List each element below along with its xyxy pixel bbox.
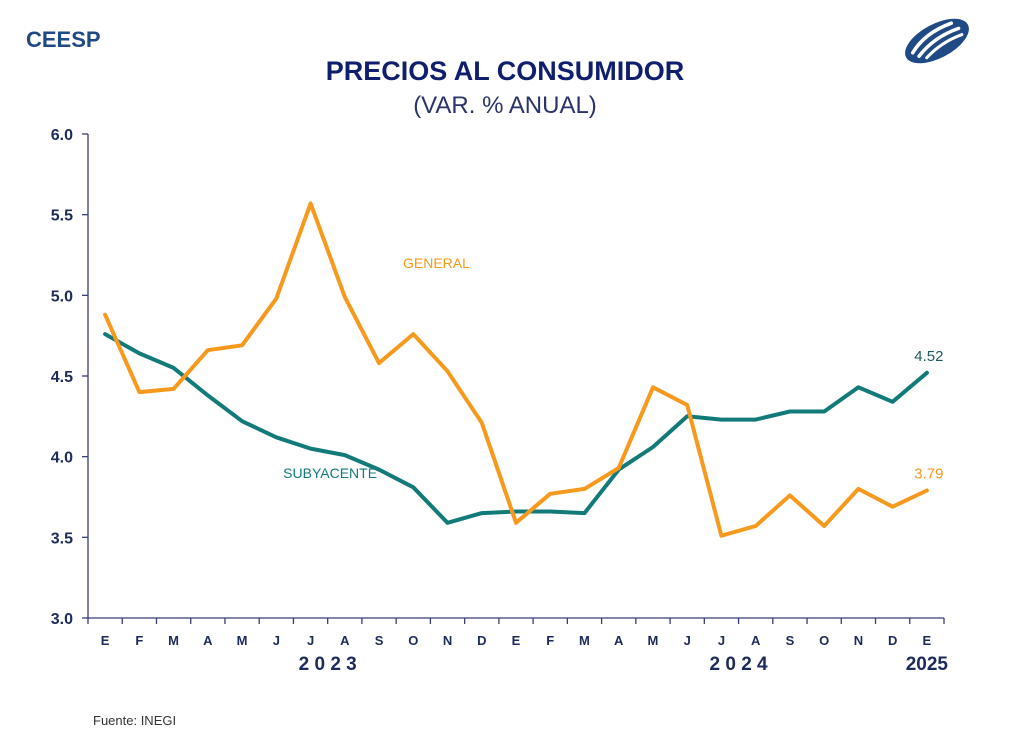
chart-subtitle: (VAR. % ANUAL) — [413, 92, 597, 119]
x-tick-label: E — [512, 633, 521, 648]
year-label: 2 0 2 3 — [299, 654, 357, 675]
ceesp-logo-icon — [905, 18, 969, 64]
x-tick-label: M — [168, 633, 179, 648]
x-tick-label: A — [751, 633, 761, 648]
x-tick-label: J — [684, 633, 691, 648]
x-tick-label: N — [854, 633, 863, 648]
x-tick-label: J — [273, 633, 280, 648]
x-tick-label: E — [923, 633, 932, 648]
x-tick-label: M — [579, 633, 590, 648]
x-tick-label: A — [614, 633, 624, 648]
y-tick-label: 6.0 — [51, 127, 73, 144]
x-tick-label: J — [718, 633, 725, 648]
end-value-label-subyacente: 4.52 — [914, 348, 943, 365]
y-tick-label: 4.0 — [51, 450, 73, 467]
x-tick-label: F — [546, 633, 554, 648]
year-label: 2025 — [906, 654, 949, 675]
year-label: 2 0 2 4 — [710, 654, 769, 675]
series-label-subyacente: SUBYACENTE — [283, 465, 377, 481]
end-value-label-general: 3.79 — [914, 466, 943, 483]
chart-title: PRECIOS AL CONSUMIDOR — [325, 56, 685, 86]
x-tick-label: O — [819, 633, 829, 648]
x-tick-label: N — [443, 633, 452, 648]
series-line-subyacente — [103, 332, 929, 525]
y-tick-label: 3.5 — [51, 530, 73, 547]
x-tick-label: D — [477, 633, 486, 648]
x-tick-label: E — [101, 633, 110, 648]
source-note: Fuente: INEGI — [93, 713, 177, 728]
x-tick-label: D — [888, 633, 897, 648]
series-label-general: GENERAL — [403, 255, 470, 271]
y-tick-label: 5.5 — [51, 208, 73, 225]
x-tick-label: A — [203, 633, 213, 648]
series-line-general — [103, 201, 929, 538]
ceesp-brand: CEESP — [26, 27, 101, 52]
y-tick-label: 4.5 — [51, 369, 73, 386]
x-tick-label: M — [648, 633, 659, 648]
x-tick-label: F — [135, 633, 143, 648]
x-tick-label: S — [375, 633, 384, 648]
x-tick-label: J — [307, 633, 314, 648]
x-tick-label: A — [340, 633, 350, 648]
x-tick-label: M — [237, 633, 248, 648]
x-tick-label: S — [786, 633, 795, 648]
y-tick-label: 5.0 — [51, 288, 73, 305]
x-tick-label: O — [408, 633, 418, 648]
y-tick-label: 3.0 — [51, 611, 73, 628]
